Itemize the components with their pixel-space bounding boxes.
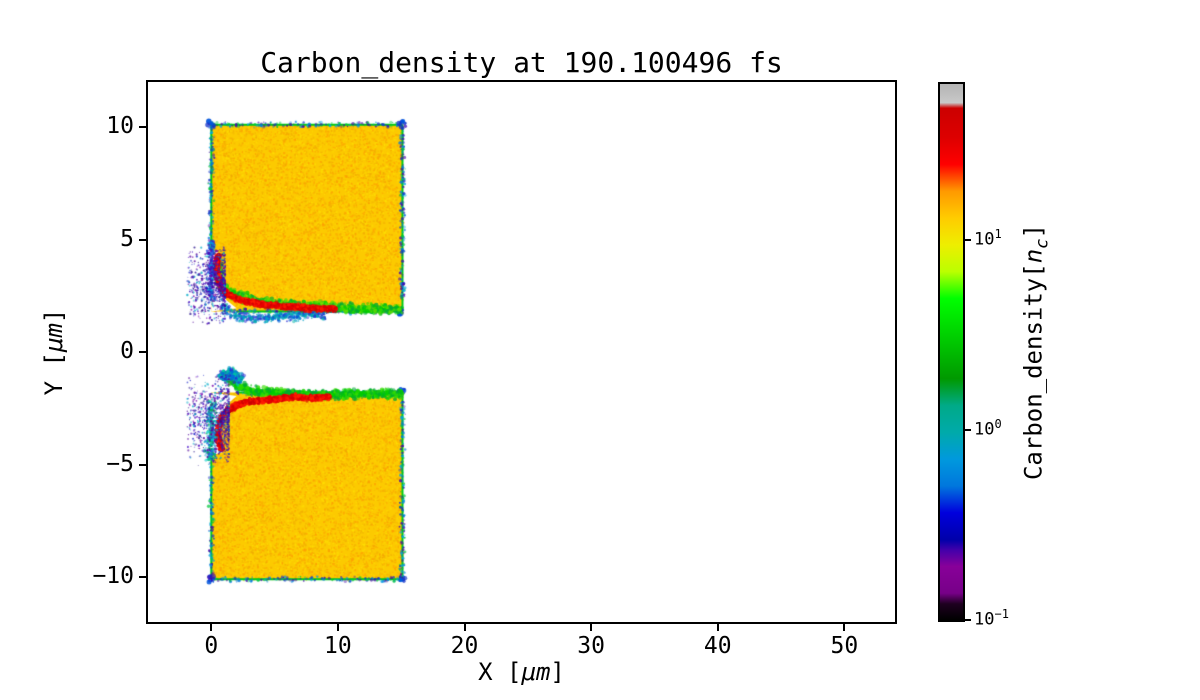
x-tick-label: 20 bbox=[450, 633, 479, 659]
colorbar bbox=[938, 82, 965, 622]
colorbar-tick-mark bbox=[965, 428, 971, 431]
y-tick-label: 0 bbox=[120, 338, 134, 364]
x-axis-label-prefix: X [ bbox=[478, 658, 522, 686]
colorbar-tick-label: 100 bbox=[974, 416, 1002, 440]
x-tick-mark bbox=[716, 624, 719, 631]
y-tick-mark bbox=[139, 126, 146, 128]
colorbar-tick-mark bbox=[965, 618, 971, 621]
x-axis-label: X [μm] bbox=[148, 658, 895, 686]
x-tick-label: 50 bbox=[830, 633, 859, 659]
colorbar-tick-label: 10−1 bbox=[974, 606, 1009, 630]
x-tick-mark bbox=[463, 624, 466, 631]
colorbar-gradient bbox=[940, 84, 963, 620]
y-tick-label: −10 bbox=[92, 563, 134, 589]
colorbar-label-suffix: ] bbox=[1019, 223, 1048, 239]
colorbar-tick-label: 101 bbox=[974, 227, 1002, 250]
x-axis-label-suffix: ] bbox=[550, 658, 565, 686]
x-axis-unit: μm bbox=[521, 658, 551, 686]
y-axis-label-suffix: ] bbox=[40, 308, 68, 324]
axes-border bbox=[146, 80, 897, 624]
x-tick-label: 0 bbox=[204, 633, 219, 659]
x-tick-mark bbox=[843, 624, 846, 631]
x-tick-label: 10 bbox=[324, 633, 352, 659]
colorbar-label-var: n bbox=[1019, 248, 1048, 264]
y-tick-mark bbox=[139, 351, 146, 353]
x-tick-label: 30 bbox=[577, 633, 605, 659]
y-tick-mark bbox=[139, 238, 146, 241]
colorbar-tick-mark bbox=[965, 239, 971, 242]
y-tick-label: 5 bbox=[120, 225, 134, 252]
heatmap-canvas bbox=[148, 82, 895, 622]
y-tick-label: 10 bbox=[106, 113, 134, 139]
colorbar-label: Carbon_density[nc] bbox=[1020, 224, 1053, 480]
chart-title: Carbon_density at 190.100496 fs bbox=[260, 46, 783, 79]
y-tick-label: −5 bbox=[106, 450, 134, 477]
y-tick-mark bbox=[139, 463, 146, 466]
colorbar-label-sub: c bbox=[1032, 238, 1053, 249]
x-tick-mark bbox=[590, 624, 593, 631]
colorbar-label-prefix: Carbon_density[ bbox=[1019, 263, 1048, 481]
x-tick-label: 40 bbox=[703, 633, 732, 659]
x-tick-mark bbox=[210, 624, 213, 631]
y-tick-mark bbox=[139, 576, 146, 578]
x-tick-mark bbox=[336, 624, 339, 631]
